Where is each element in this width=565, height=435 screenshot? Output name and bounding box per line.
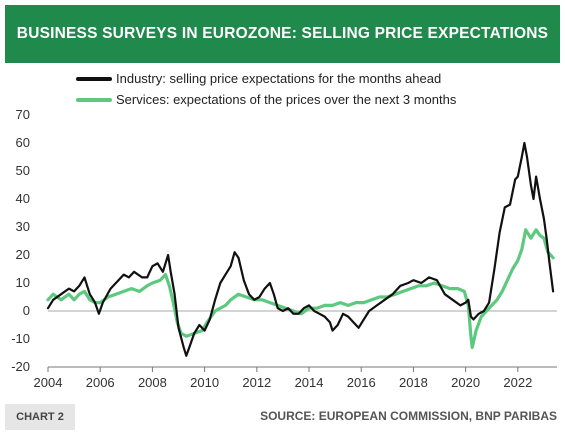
legend-label-industry: Industry: selling price expectations for…: [116, 71, 442, 86]
y-tick-label: 10: [16, 275, 30, 290]
x-tick-label: 2018: [399, 375, 428, 390]
legend-swatch-services: [76, 97, 112, 102]
y-tick-label: 30: [16, 219, 30, 234]
x-tick-label: 2006: [86, 375, 115, 390]
y-tick-label: 70: [16, 107, 30, 122]
y-tick-label: 60: [16, 135, 30, 150]
y-tick-label: 50: [16, 163, 30, 178]
chart-number-label: CHART 2: [5, 404, 75, 430]
y-tick-label: -20: [11, 359, 30, 374]
legend-label-services: Services: expectations of the prices ove…: [116, 92, 457, 107]
legend-swatch-industry: [76, 76, 112, 81]
chart-title: BUSINESS SURVEYS IN EUROZONE: SELLING PR…: [16, 25, 549, 42]
legend: Industry: selling price expectations for…: [76, 68, 456, 110]
series-line-industry: [46, 141, 555, 357]
x-tick-label: 2008: [138, 375, 167, 390]
x-tick-label: 2022: [503, 375, 532, 390]
legend-item-industry: Industry: selling price expectations for…: [76, 68, 456, 89]
x-tick-label: 2014: [295, 375, 324, 390]
source-note: SOURCE: EUROPEAN COMMISSION, BNP PARIBAS: [260, 409, 557, 423]
x-tick-label: 2010: [190, 375, 219, 390]
x-tick-label: 2004: [34, 375, 63, 390]
x-tick-label: 2016: [347, 375, 376, 390]
x-tick-label: 2020: [451, 375, 480, 390]
legend-item-services: Services: expectations of the prices ove…: [76, 89, 456, 110]
series-line-services: [46, 228, 555, 349]
y-tick-label: 0: [23, 303, 30, 318]
y-tick-label: 40: [16, 191, 30, 206]
y-tick-label: -10: [11, 331, 30, 346]
line-chart: -20 -10 0 10 20 30 40 50 60 70 2004 2006 2008 2010 201…: [11, 107, 557, 390]
title-banner: BUSINESS SURVEYS IN EUROZONE: SELLING PR…: [5, 5, 560, 63]
y-tick-label: 20: [16, 247, 30, 262]
x-tick-label: 2012: [242, 375, 271, 390]
